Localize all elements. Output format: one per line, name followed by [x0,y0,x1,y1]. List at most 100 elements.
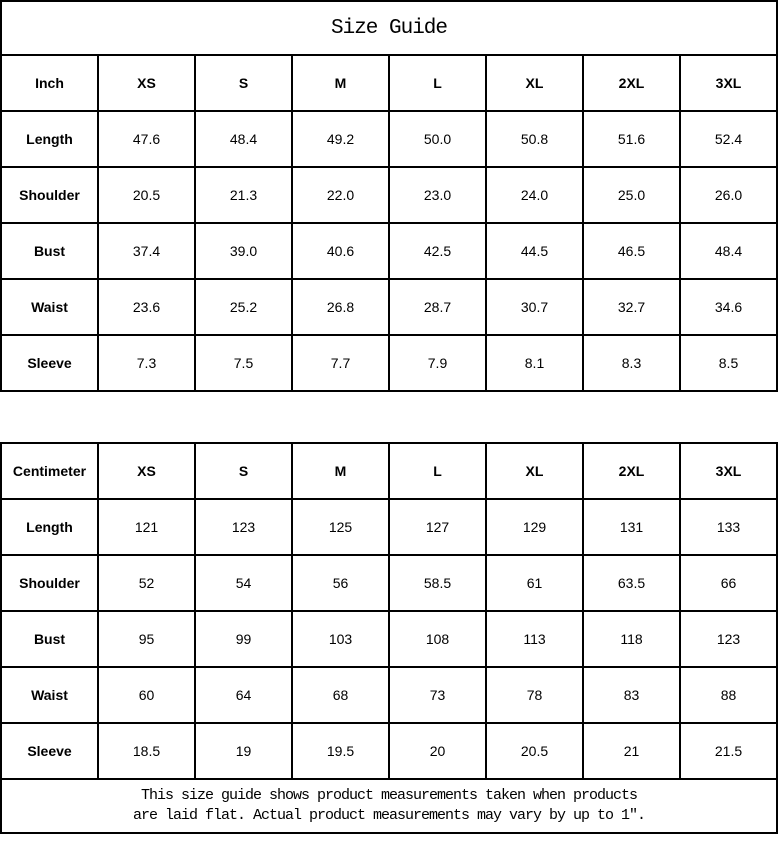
measurement-value: 99 [194,610,293,668]
footer-note-line1: This size guide shows product measuremen… [140,787,638,804]
measurement-value: 66 [679,554,778,612]
measurement-value: 48.4 [679,222,778,280]
measurement-value: 129 [485,498,584,556]
measurement-value: 32.7 [582,278,681,336]
measurement-value: 63.5 [582,554,681,612]
measurement-value: 47.6 [97,110,196,168]
measurement-value: 123 [194,498,293,556]
measurement-value: 121 [97,498,196,556]
measurement-value: 8.1 [485,334,584,392]
measurement-value: 21.3 [194,166,293,224]
measurement-value: 34.6 [679,278,778,336]
measurement-value: 42.5 [388,222,487,280]
size-header: S [194,54,293,112]
unit-header: Centimeter [0,442,99,500]
measurement-value: 46.5 [582,222,681,280]
measurement-value: 95 [97,610,196,668]
measurement-value: 30.7 [485,278,584,336]
measurement-value: 28.7 [388,278,487,336]
measurement-label: Length [0,110,99,168]
measurement-value: 20.5 [485,722,584,780]
measurement-value: 40.6 [291,222,390,280]
size-header: L [388,442,487,500]
measurement-value: 108 [388,610,487,668]
size-header: 2XL [582,54,681,112]
table-row: Bust 95 99 103 108 113 118 123 [0,610,778,668]
measurement-label: Shoulder [0,554,99,612]
table-row: Length 47.6 48.4 49.2 50.0 50.8 51.6 52.… [0,110,778,168]
measurement-value: 50.8 [485,110,584,168]
measurement-value: 20 [388,722,487,780]
measurement-value: 88 [679,666,778,724]
table-row: Waist 60 64 68 73 78 83 88 [0,666,778,724]
inch-size-table: Size Guide Inch XS S M L XL 2XL 3XL Leng… [0,0,778,392]
measurement-value: 20.5 [97,166,196,224]
size-header: 3XL [679,54,778,112]
measurement-value: 8.3 [582,334,681,392]
footer-note-line2: are laid flat. Actual product measuremen… [132,807,646,824]
measurement-value: 25.0 [582,166,681,224]
measurement-value: 7.7 [291,334,390,392]
measurement-value: 39.0 [194,222,293,280]
measurement-value: 7.9 [388,334,487,392]
measurement-value: 127 [388,498,487,556]
page-title: Size Guide [0,0,778,56]
header-row: Inch XS S M L XL 2XL 3XL [0,54,778,112]
table-row: Length 121 123 125 127 129 131 133 [0,498,778,556]
measurement-value: 68 [291,666,390,724]
measurement-value: 54 [194,554,293,612]
measurement-value: 50.0 [388,110,487,168]
measurement-value: 7.5 [194,334,293,392]
measurement-value: 26.8 [291,278,390,336]
measurement-label: Length [0,498,99,556]
size-header: 2XL [582,442,681,500]
measurement-label: Sleeve [0,722,99,780]
measurement-value: 113 [485,610,584,668]
measurement-value: 52 [97,554,196,612]
size-header: XL [485,442,584,500]
footer-note: This size guide shows product measuremen… [0,778,778,834]
measurement-value: 51.6 [582,110,681,168]
measurement-value: 123 [679,610,778,668]
measurement-value: 25.2 [194,278,293,336]
table-row: Waist 23.6 25.2 26.8 28.7 30.7 32.7 34.6 [0,278,778,336]
measurement-label: Bust [0,610,99,668]
measurement-value: 21 [582,722,681,780]
measurement-label: Waist [0,666,99,724]
measurement-value: 133 [679,498,778,556]
table-spacer [0,392,778,442]
measurement-label: Waist [0,278,99,336]
measurement-value: 61 [485,554,584,612]
table-row: Bust 37.4 39.0 40.6 42.5 44.5 46.5 48.4 [0,222,778,280]
header-row: Centimeter XS S M L XL 2XL 3XL [0,442,778,500]
measurement-value: 73 [388,666,487,724]
measurement-value: 21.5 [679,722,778,780]
measurement-value: 49.2 [291,110,390,168]
measurement-value: 48.4 [194,110,293,168]
table-row: Sleeve 7.3 7.5 7.7 7.9 8.1 8.3 8.5 [0,334,778,392]
measurement-value: 103 [291,610,390,668]
measurement-value: 118 [582,610,681,668]
measurement-value: 19 [194,722,293,780]
size-header: XS [97,54,196,112]
measurement-value: 60 [97,666,196,724]
measurement-value: 19.5 [291,722,390,780]
measurement-value: 22.0 [291,166,390,224]
measurement-value: 83 [582,666,681,724]
title-row: Size Guide [0,0,778,56]
measurement-value: 125 [291,498,390,556]
measurement-value: 58.5 [388,554,487,612]
measurement-value: 131 [582,498,681,556]
footer-row: This size guide shows product measuremen… [0,778,778,834]
measurement-value: 37.4 [97,222,196,280]
size-header: M [291,442,390,500]
measurement-value: 78 [485,666,584,724]
measurement-value: 23.6 [97,278,196,336]
centimeter-size-table: Centimeter XS S M L XL 2XL 3XL Length 12… [0,442,778,834]
table-row: Shoulder 52 54 56 58.5 61 63.5 66 [0,554,778,612]
size-header: 3XL [679,442,778,500]
size-header: L [388,54,487,112]
table-row: Sleeve 18.5 19 19.5 20 20.5 21 21.5 [0,722,778,780]
size-header: XS [97,442,196,500]
